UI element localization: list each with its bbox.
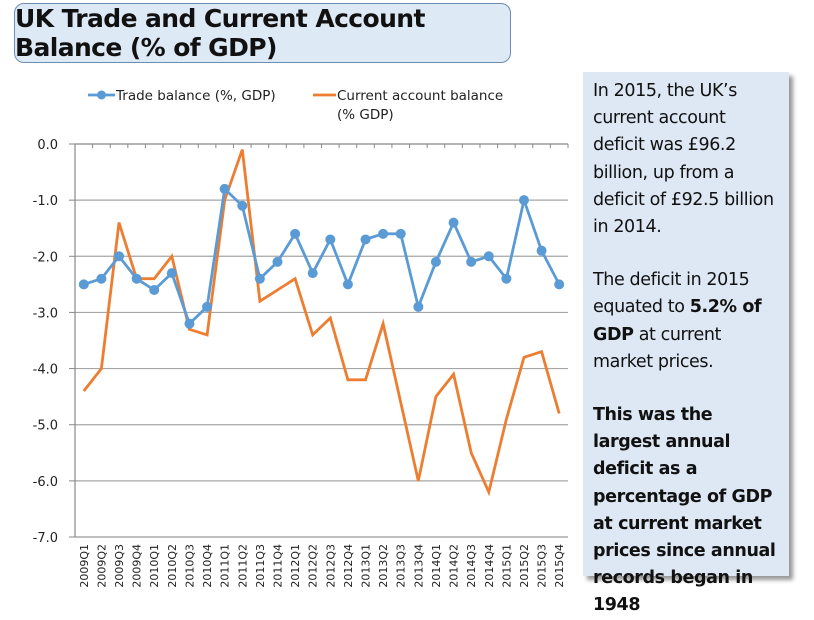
data-point-trade-balance bbox=[378, 228, 389, 239]
legend-label-trade-balance: Trade balance (%, GDP) bbox=[115, 88, 276, 104]
page-title: UK Trade and Current Account Balance (% … bbox=[15, 4, 425, 62]
data-point-trade-balance bbox=[342, 279, 353, 290]
legend-label-current-account-line2: (% GDP) bbox=[337, 107, 394, 123]
data-point-trade-balance bbox=[536, 245, 547, 256]
legend-label-current-account: Current account balance bbox=[337, 88, 503, 104]
x-tick-label: 2012Q3 bbox=[324, 544, 337, 588]
data-point-trade-balance bbox=[518, 195, 529, 206]
x-tick-label: 2012Q1 bbox=[289, 544, 302, 588]
data-point-trade-balance bbox=[166, 268, 177, 279]
data-point-trade-balance bbox=[307, 268, 318, 279]
x-tick-label: 2010Q3 bbox=[183, 544, 196, 588]
data-point-trade-balance bbox=[448, 217, 459, 228]
x-tick-label: 2012Q4 bbox=[342, 544, 355, 588]
x-tick-label: 2010Q2 bbox=[166, 544, 179, 588]
data-point-trade-balance bbox=[325, 234, 336, 245]
x-tick-label: 2013Q4 bbox=[412, 544, 425, 588]
y-tick-label: -4.0 bbox=[33, 363, 58, 378]
data-point-trade-balance bbox=[395, 228, 406, 239]
info-paragraph-2-tail: at current market prices. bbox=[593, 324, 721, 372]
chart: 0.0-1.0-2.0-3.0-4.0-5.0-6.0-7.0 2009Q1 20… bbox=[33, 88, 569, 588]
data-point-trade-balance bbox=[430, 256, 441, 267]
series-lines bbox=[78, 149, 565, 497]
series-line-trade-balance bbox=[83, 186, 561, 327]
y-tick-label: -3.0 bbox=[33, 306, 58, 321]
y-tick-label: -6.0 bbox=[33, 475, 58, 490]
info-paragraph-1: In 2015, the UK’s current account defici… bbox=[593, 81, 774, 238]
x-tick-label: 2015Q4 bbox=[553, 544, 566, 588]
x-tick-label: 2011Q4 bbox=[271, 544, 284, 588]
axes bbox=[69, 143, 569, 538]
x-tick-label: 2010Q4 bbox=[201, 544, 214, 588]
info-paragraph-3-bold: This was the largest annual deficit as a… bbox=[593, 405, 776, 616]
data-point-trade-balance bbox=[131, 273, 142, 284]
series-line-current-account bbox=[82, 149, 561, 497]
x-tick-label: 2009Q1 bbox=[78, 544, 91, 588]
y-tick-label: -5.0 bbox=[33, 419, 58, 434]
x-tick-label: 2012Q2 bbox=[307, 544, 320, 588]
x-tick-label: 2011Q2 bbox=[236, 544, 249, 588]
x-tick-label: 2015Q1 bbox=[500, 544, 513, 588]
info-paragraph-2: The deficit in 2015 equated to 5.2% of G… bbox=[593, 267, 781, 376]
x-tick-label: 2009Q4 bbox=[131, 544, 144, 588]
data-point-trade-balance bbox=[184, 318, 195, 329]
x-tick-label: 2015Q3 bbox=[536, 544, 549, 588]
data-point-trade-balance bbox=[149, 284, 160, 295]
data-point-trade-balance bbox=[413, 301, 424, 312]
data-point-trade-balance bbox=[219, 183, 230, 194]
data-point-trade-balance bbox=[96, 273, 107, 284]
x-tick-label: 2013Q1 bbox=[360, 544, 373, 588]
data-point-trade-balance bbox=[254, 273, 265, 284]
x-tick-label: 2011Q3 bbox=[254, 544, 267, 588]
data-point-trade-balance bbox=[290, 228, 301, 239]
data-point-trade-balance bbox=[237, 200, 248, 211]
y-tick-label: -2.0 bbox=[33, 250, 58, 265]
x-tick-label: 2009Q2 bbox=[95, 544, 108, 588]
x-tick-label: 2009Q3 bbox=[113, 544, 126, 588]
data-point-trade-balance bbox=[501, 273, 512, 284]
data-point-trade-balance bbox=[202, 301, 213, 312]
y-tick-label: -7.0 bbox=[33, 531, 58, 546]
data-point-trade-balance bbox=[483, 251, 494, 262]
data-point-trade-balance bbox=[272, 256, 283, 267]
x-tick-label: 2014Q4 bbox=[483, 544, 496, 588]
x-tick-label: 2014Q1 bbox=[430, 544, 443, 588]
info-paragraph-3: This was the largest annual deficit as a… bbox=[593, 402, 781, 620]
info-panel: In 2015, the UK’s current account defici… bbox=[583, 72, 789, 615]
legend: Trade balance (%, GDP) Current account ba… bbox=[88, 88, 503, 123]
data-point-trade-balance bbox=[360, 234, 371, 245]
data-point-trade-balance bbox=[114, 251, 125, 262]
data-point-trade-balance bbox=[466, 256, 477, 267]
x-tick-label: 2014Q3 bbox=[465, 544, 478, 588]
data-point-trade-balance bbox=[554, 279, 565, 290]
x-tick-label: 2015Q2 bbox=[518, 544, 531, 588]
y-tick-label: -1.0 bbox=[33, 194, 58, 209]
x-tick-label: 2011Q1 bbox=[219, 544, 232, 588]
x-tick-labels: 2009Q1 2009Q2 2009Q3 2009Q4 2010Q1 2010Q2 2010… bbox=[78, 544, 566, 588]
info-paragraph-2-highlight: 5.2% of GDP bbox=[593, 297, 762, 345]
x-tick-label: 2014Q2 bbox=[448, 544, 461, 588]
gridlines bbox=[75, 199, 568, 538]
x-tick-label: 2013Q2 bbox=[377, 544, 390, 588]
legend-marker-trade-balance bbox=[97, 90, 106, 100]
y-tick-label: 0.0 bbox=[37, 138, 58, 153]
x-tick-label: 2013Q3 bbox=[395, 544, 408, 588]
title-box: UK Trade and Current Account Balance (% … bbox=[14, 3, 511, 63]
data-point-trade-balance bbox=[78, 279, 89, 290]
info-paragraph-2-text: The deficit in 2015 equated to bbox=[593, 270, 750, 318]
x-tick-label: 2010Q1 bbox=[148, 544, 161, 588]
y-tick-labels: 0.0 -1.0 -2.0 -3.0 -4.0 -5.0 -6.0 -7.0 bbox=[33, 138, 58, 546]
